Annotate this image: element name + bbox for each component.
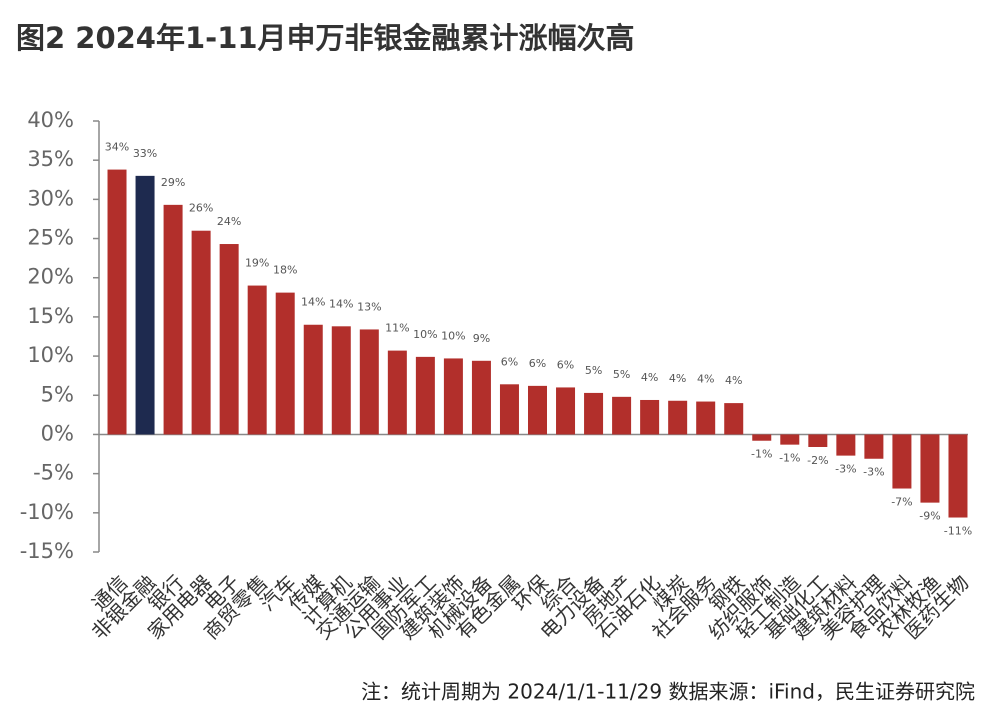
data-label: 26% xyxy=(189,202,213,215)
y-tick-label: -10% xyxy=(20,500,74,524)
bar xyxy=(135,175,155,435)
data-label: -11% xyxy=(944,525,972,538)
data-label: 13% xyxy=(357,300,381,313)
bar xyxy=(359,329,379,435)
data-label: -9% xyxy=(919,510,940,523)
bar xyxy=(275,292,295,435)
bar xyxy=(191,230,211,435)
bar xyxy=(528,385,547,435)
bar xyxy=(808,434,828,447)
y-tick-label: 30% xyxy=(27,186,74,210)
bar xyxy=(163,204,183,435)
y-tick-label: 5% xyxy=(41,382,74,406)
data-label: 5% xyxy=(585,364,602,377)
bar xyxy=(640,399,660,435)
y-tick-label: -5% xyxy=(33,461,74,485)
bar xyxy=(752,434,772,441)
bar xyxy=(724,403,744,435)
bar xyxy=(247,285,267,435)
y-tick-label: 20% xyxy=(27,265,74,289)
bar xyxy=(948,434,968,518)
data-label: 18% xyxy=(273,264,297,277)
bar xyxy=(780,434,800,445)
data-label: 24% xyxy=(217,215,241,228)
y-tick-label: 10% xyxy=(27,343,74,367)
bar xyxy=(331,326,351,435)
data-label: -2% xyxy=(807,454,828,467)
data-label: -3% xyxy=(863,466,884,479)
bar xyxy=(415,356,435,435)
data-label: -1% xyxy=(751,448,772,461)
bar xyxy=(499,384,519,435)
bar xyxy=(443,358,463,435)
data-label: 4% xyxy=(669,372,686,385)
bar xyxy=(471,360,491,435)
data-label: 10% xyxy=(441,329,465,342)
data-label: 5% xyxy=(613,368,630,381)
data-label: -1% xyxy=(779,452,800,465)
data-label: 14% xyxy=(301,296,325,309)
data-label: 10% xyxy=(413,328,437,341)
bar xyxy=(892,434,912,489)
bar xyxy=(668,400,688,435)
y-tick-label: -15% xyxy=(20,539,74,563)
y-tick-label: 15% xyxy=(27,304,74,328)
data-label: -7% xyxy=(891,496,912,509)
bar xyxy=(612,396,632,435)
chart-title: 图2 2024年1-11月申万非银金融累计涨幅次高 xyxy=(16,21,635,55)
bar xyxy=(836,434,856,456)
source-note: 注：统计周期为 2024/1/1-11/29 数据来源：iFind，民生证券研究… xyxy=(361,680,975,704)
data-label: 6% xyxy=(557,358,574,371)
y-tick-label: 25% xyxy=(27,226,74,250)
bar xyxy=(920,434,940,503)
data-label: 33% xyxy=(133,147,157,160)
data-label: 4% xyxy=(641,371,658,384)
data-label: 19% xyxy=(245,257,269,270)
y-tick-label: 35% xyxy=(27,147,74,171)
data-label: 4% xyxy=(725,374,742,387)
bar xyxy=(219,244,239,435)
bar xyxy=(107,169,127,435)
y-tick-label: 0% xyxy=(41,421,74,445)
data-label: 4% xyxy=(697,373,714,386)
data-label: 11% xyxy=(385,322,409,335)
data-label: 34% xyxy=(105,141,129,154)
bar xyxy=(584,392,604,435)
data-label: 9% xyxy=(473,332,490,345)
y-tick-label: 40% xyxy=(27,108,74,132)
data-label: 6% xyxy=(529,357,546,370)
data-label: 29% xyxy=(161,176,185,189)
bar xyxy=(864,434,884,459)
bar xyxy=(696,401,716,435)
bar xyxy=(303,324,323,435)
bar xyxy=(556,387,576,435)
bar xyxy=(387,350,407,435)
data-label: 6% xyxy=(501,355,518,368)
data-label: -3% xyxy=(835,463,856,476)
data-label: 14% xyxy=(329,297,353,310)
